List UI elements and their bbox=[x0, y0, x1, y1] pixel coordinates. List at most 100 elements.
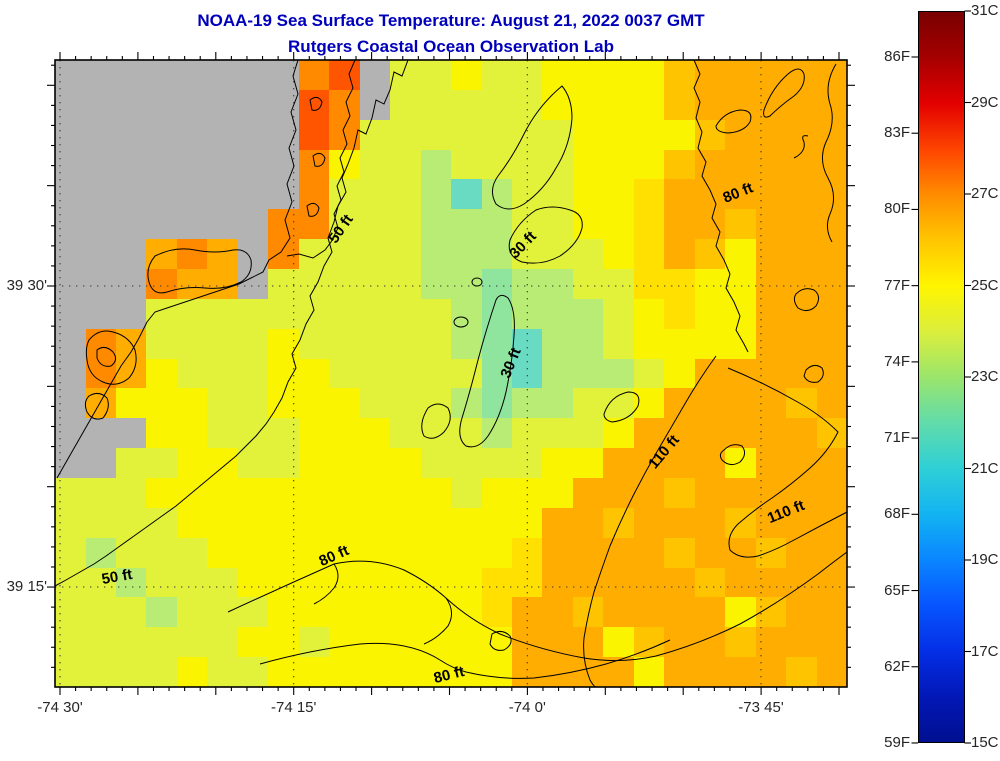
sst-cell bbox=[451, 239, 483, 270]
land-cell bbox=[85, 448, 117, 479]
sst-cell bbox=[298, 597, 330, 628]
sst-cell bbox=[268, 537, 300, 569]
sst-cell bbox=[481, 507, 513, 539]
sst-cell bbox=[481, 418, 513, 449]
sst-cell bbox=[237, 448, 269, 479]
land-cell bbox=[55, 209, 87, 240]
sst-cell bbox=[572, 358, 604, 390]
sst-cell bbox=[329, 60, 361, 91]
sst-cell bbox=[207, 507, 239, 539]
sst-cell bbox=[329, 388, 361, 419]
sst-cell bbox=[603, 239, 635, 270]
colorbar-c-label: 31C bbox=[971, 2, 999, 19]
sst-cell bbox=[572, 89, 604, 121]
sst-cell bbox=[542, 298, 574, 330]
land-cell bbox=[146, 209, 178, 240]
sst-cell bbox=[572, 269, 604, 300]
sst-cell bbox=[816, 418, 847, 449]
sst-cell bbox=[359, 269, 391, 300]
sst-cell bbox=[359, 537, 391, 569]
sst-cell bbox=[359, 597, 391, 628]
sst-cell bbox=[633, 507, 665, 539]
sst-cell bbox=[329, 597, 361, 628]
sst-cell bbox=[176, 358, 208, 390]
figure-subtitle: Rutgers Coastal Ocean Observation Lab bbox=[288, 37, 614, 56]
sst-cell bbox=[572, 149, 604, 181]
sst-cell bbox=[55, 478, 87, 509]
sst-cell bbox=[542, 179, 574, 210]
sst-cell bbox=[298, 239, 330, 270]
sst-cell bbox=[390, 179, 422, 210]
land-cell bbox=[268, 119, 300, 151]
colorbar-f-label: 77F bbox=[884, 276, 910, 294]
sst-cell bbox=[451, 567, 483, 599]
sst-cell bbox=[725, 149, 757, 181]
sst-cell bbox=[451, 448, 483, 479]
sst-cell bbox=[146, 567, 178, 599]
sst-cell bbox=[146, 478, 178, 509]
sst-cell bbox=[359, 328, 391, 360]
sst-cell bbox=[603, 627, 635, 658]
sst-cell bbox=[420, 537, 452, 569]
land-cell bbox=[268, 89, 300, 121]
sst-cell bbox=[176, 448, 208, 479]
land-cell bbox=[207, 60, 239, 91]
land-cell bbox=[146, 89, 178, 121]
sst-cell bbox=[451, 478, 483, 509]
sst-cell bbox=[572, 448, 604, 479]
land-cell bbox=[55, 89, 87, 121]
sst-cell bbox=[816, 478, 847, 509]
sst-cell bbox=[85, 627, 117, 658]
sst-cell bbox=[786, 567, 818, 599]
colorbar-gradient bbox=[919, 12, 964, 742]
sst-cell bbox=[207, 567, 239, 599]
sst-cell bbox=[420, 507, 452, 539]
sst-cell bbox=[725, 567, 757, 599]
sst-cell bbox=[298, 418, 330, 449]
sst-cell bbox=[481, 478, 513, 509]
sst-cell bbox=[816, 269, 847, 300]
sst-cell bbox=[329, 269, 361, 300]
sst-cell bbox=[542, 60, 574, 91]
sst-cell bbox=[207, 657, 239, 687]
sst-cell bbox=[603, 418, 635, 449]
land-cell bbox=[55, 149, 87, 181]
sst-cell bbox=[755, 239, 787, 270]
sst-cell bbox=[664, 358, 696, 390]
sst-cell bbox=[755, 567, 787, 599]
sst-cell bbox=[298, 358, 330, 390]
sst-cell bbox=[786, 388, 818, 419]
sst-cell bbox=[176, 388, 208, 419]
colorbar-f-label: 59F bbox=[884, 733, 910, 751]
sst-cell bbox=[511, 657, 544, 687]
sst-cell bbox=[786, 239, 818, 270]
sst-cell bbox=[572, 60, 604, 91]
sst-cell bbox=[511, 448, 544, 479]
colorbar-c-label: 19C bbox=[971, 551, 999, 568]
sst-cell bbox=[572, 627, 604, 658]
sst-cell bbox=[268, 328, 300, 360]
sst-cell bbox=[786, 627, 818, 658]
sst-cell bbox=[390, 239, 422, 270]
sst-cell bbox=[572, 507, 604, 539]
sst-cell bbox=[725, 478, 757, 509]
sst-cell bbox=[390, 119, 422, 151]
sst-cell bbox=[359, 567, 391, 599]
sst-cell bbox=[268, 448, 300, 479]
x-axis-label: -73 45' bbox=[738, 699, 784, 716]
land-cell bbox=[55, 60, 87, 91]
sst-cell bbox=[329, 328, 361, 360]
sst-cell bbox=[298, 657, 330, 687]
sst-cell bbox=[146, 448, 178, 479]
sst-cell bbox=[664, 507, 696, 539]
sst-cell bbox=[176, 239, 208, 270]
sst-cell bbox=[542, 239, 574, 270]
sst-cell bbox=[237, 418, 269, 449]
sst-cell bbox=[542, 149, 574, 181]
sst-cell bbox=[633, 358, 665, 390]
sst-cell bbox=[694, 60, 726, 91]
land-cell bbox=[85, 60, 117, 91]
sst-cell bbox=[207, 239, 239, 270]
sst-cell bbox=[755, 388, 787, 419]
sst-cell bbox=[572, 418, 604, 449]
